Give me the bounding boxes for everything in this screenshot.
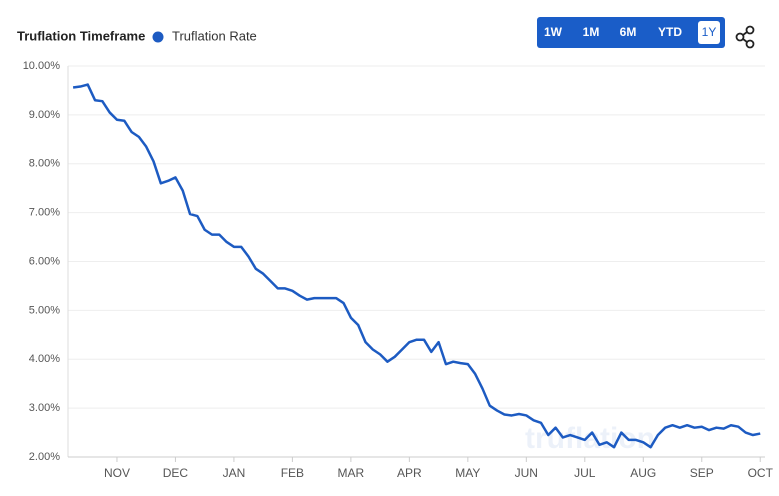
- y-tick-label: 9.00%: [29, 109, 60, 121]
- y-tick-label: 7.00%: [29, 207, 60, 219]
- watermark: truflation: [525, 422, 655, 455]
- x-tick-label: JUN: [515, 466, 538, 480]
- y-tick-label: 10.00%: [23, 60, 61, 72]
- data-line: [72, 83, 761, 449]
- x-tick-label: SEP: [690, 466, 714, 480]
- button-group: [537, 17, 725, 48]
- y-tick-label: 3.00%: [29, 402, 60, 414]
- x-tick-label: OCT: [748, 466, 774, 480]
- share-icon[interactable]: [735, 25, 755, 49]
- chart-title: Truflation Timeframe: [17, 28, 145, 43]
- button-label[interactable]: 1W: [544, 25, 563, 39]
- x-tick-label: JUL: [574, 466, 596, 480]
- x-tick-label: FEB: [281, 466, 304, 480]
- button-label[interactable]: 6M: [620, 25, 637, 39]
- x-tick-label: AUG: [630, 466, 656, 480]
- button-label[interactable]: 1M: [583, 25, 600, 39]
- x-tick-label: JAN: [223, 466, 246, 480]
- x-tick-label: APR: [397, 466, 422, 480]
- y-tick-label: 5.00%: [29, 304, 60, 316]
- x-tick-label: DEC: [163, 466, 189, 480]
- button-label[interactable]: 1Y: [702, 25, 717, 39]
- x-tick-label: MAR: [338, 466, 365, 480]
- button-selected[interactable]: [698, 21, 720, 44]
- legend-marker: [152, 31, 164, 43]
- x-tick-label: MAY: [455, 466, 480, 480]
- y-tick-label: 8.00%: [29, 158, 60, 170]
- y-tick-label: 4.00%: [29, 353, 60, 365]
- legend-label: Truflation Rate: [172, 28, 257, 43]
- x-tick-label: NOV: [104, 466, 130, 480]
- y-tick-label: 2.00%: [29, 451, 60, 463]
- button-label[interactable]: YTD: [658, 25, 682, 39]
- y-tick-label: 6.00%: [29, 255, 60, 267]
